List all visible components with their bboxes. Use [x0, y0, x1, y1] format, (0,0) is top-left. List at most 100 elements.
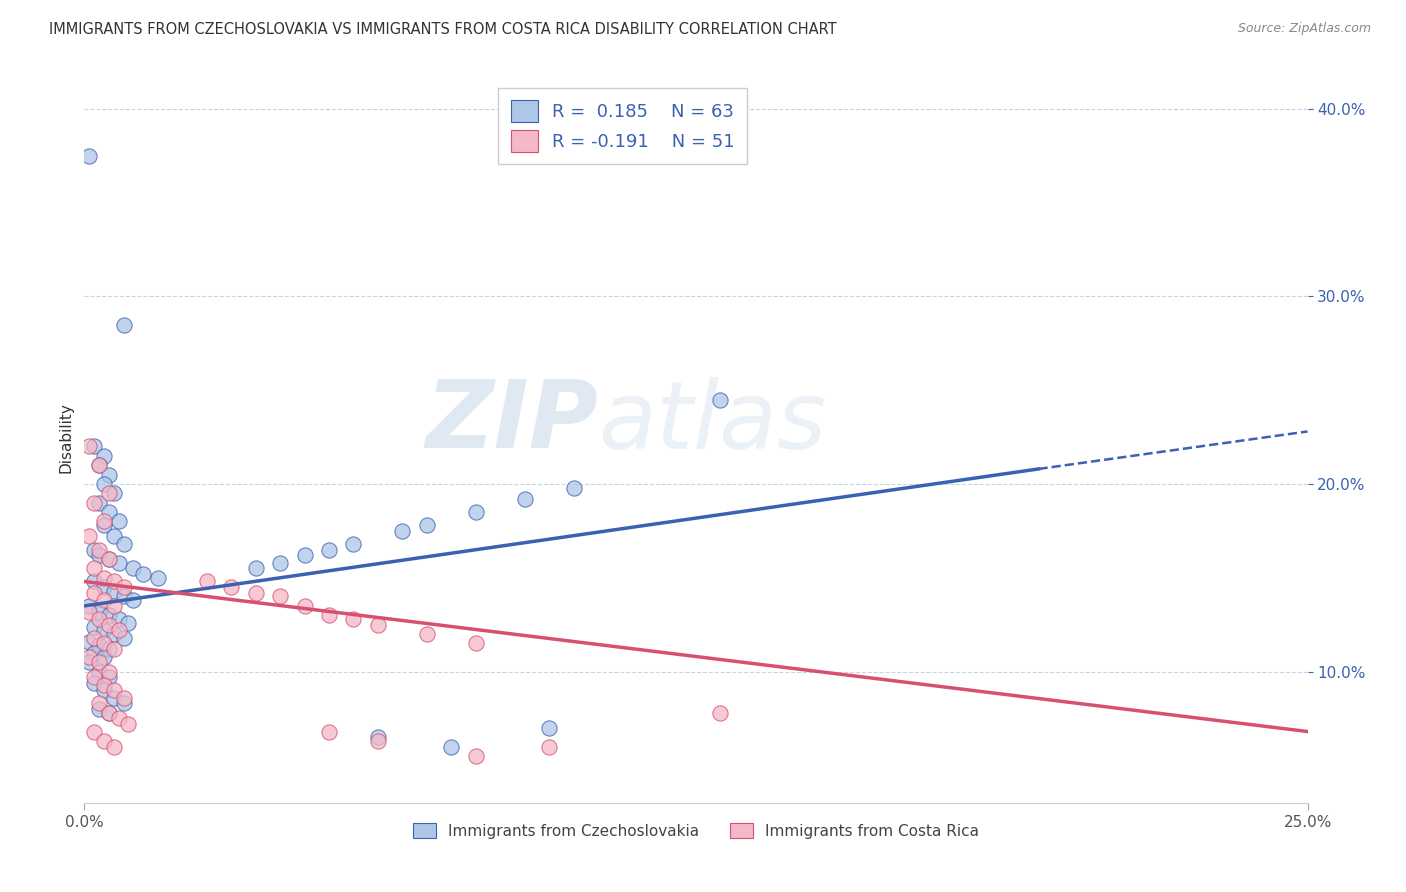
- Point: [83, 631, 105, 645]
- Point: [77, 529, 100, 543]
- Point: [112, 318, 135, 332]
- Point: [112, 697, 135, 711]
- Point: [367, 734, 389, 748]
- Point: [103, 529, 125, 543]
- Point: [87, 496, 110, 510]
- Point: [269, 590, 291, 604]
- Point: [146, 571, 169, 585]
- Legend: Immigrants from Czechoslovakia, Immigrants from Costa Rica: Immigrants from Czechoslovakia, Immigran…: [405, 815, 987, 847]
- Point: [103, 599, 125, 613]
- Point: [77, 605, 100, 619]
- Point: [464, 636, 486, 650]
- Point: [318, 608, 340, 623]
- Point: [87, 638, 110, 652]
- Point: [93, 734, 115, 748]
- Point: [93, 683, 115, 698]
- Point: [112, 537, 135, 551]
- Point: [112, 690, 135, 705]
- Point: [107, 515, 129, 529]
- Point: [77, 599, 100, 613]
- Point: [83, 724, 105, 739]
- Point: [103, 739, 125, 754]
- Point: [87, 655, 110, 669]
- Point: [97, 467, 120, 482]
- Point: [294, 599, 316, 613]
- Point: [83, 561, 105, 575]
- Point: [83, 496, 105, 510]
- Point: [440, 739, 463, 754]
- Point: [77, 634, 100, 648]
- Y-axis label: Disability: Disability: [58, 401, 73, 473]
- Point: [87, 548, 110, 562]
- Point: [195, 574, 218, 589]
- Point: [93, 678, 115, 692]
- Point: [318, 542, 340, 557]
- Point: [103, 486, 125, 500]
- Point: [93, 636, 115, 650]
- Point: [93, 649, 115, 664]
- Point: [97, 706, 120, 720]
- Point: [103, 627, 125, 641]
- Point: [122, 561, 145, 575]
- Point: [97, 486, 120, 500]
- Point: [107, 612, 129, 626]
- Point: [97, 608, 120, 623]
- Point: [103, 583, 125, 598]
- Point: [416, 627, 439, 641]
- Point: [367, 617, 389, 632]
- Point: [342, 537, 364, 551]
- Point: [87, 458, 110, 473]
- Point: [269, 556, 291, 570]
- Point: [83, 670, 105, 684]
- Point: [83, 646, 105, 660]
- Point: [122, 593, 145, 607]
- Point: [97, 552, 120, 566]
- Point: [245, 586, 267, 600]
- Point: [77, 149, 100, 163]
- Point: [83, 574, 105, 589]
- Point: [112, 580, 135, 594]
- Point: [87, 697, 110, 711]
- Point: [103, 683, 125, 698]
- Point: [117, 717, 139, 731]
- Point: [93, 593, 115, 607]
- Point: [103, 574, 125, 589]
- Point: [107, 711, 129, 725]
- Point: [93, 624, 115, 638]
- Point: [87, 665, 110, 679]
- Text: atlas: atlas: [598, 377, 827, 468]
- Point: [93, 518, 115, 533]
- Point: [245, 561, 267, 575]
- Point: [83, 586, 105, 600]
- Point: [77, 649, 100, 664]
- Point: [709, 706, 731, 720]
- Point: [97, 642, 120, 657]
- Text: IMMIGRANTS FROM CZECHOSLOVAKIA VS IMMIGRANTS FROM COSTA RICA DISABILITY CORRELAT: IMMIGRANTS FROM CZECHOSLOVAKIA VS IMMIGR…: [49, 22, 837, 37]
- Text: ZIP: ZIP: [425, 376, 598, 468]
- Point: [342, 612, 364, 626]
- Point: [103, 690, 125, 705]
- Point: [117, 615, 139, 630]
- Point: [93, 571, 115, 585]
- Point: [77, 440, 100, 454]
- Point: [464, 748, 486, 763]
- Point: [103, 642, 125, 657]
- Point: [97, 706, 120, 720]
- Point: [83, 675, 105, 690]
- Point: [107, 624, 129, 638]
- Point: [87, 702, 110, 716]
- Point: [112, 590, 135, 604]
- Point: [87, 612, 110, 626]
- Point: [87, 458, 110, 473]
- Point: [93, 580, 115, 594]
- Point: [219, 580, 242, 594]
- Point: [318, 724, 340, 739]
- Point: [93, 477, 115, 491]
- Point: [391, 524, 413, 538]
- Point: [83, 619, 105, 633]
- Point: [83, 440, 105, 454]
- Point: [83, 542, 105, 557]
- Point: [538, 739, 561, 754]
- Point: [132, 566, 155, 581]
- Point: [107, 556, 129, 570]
